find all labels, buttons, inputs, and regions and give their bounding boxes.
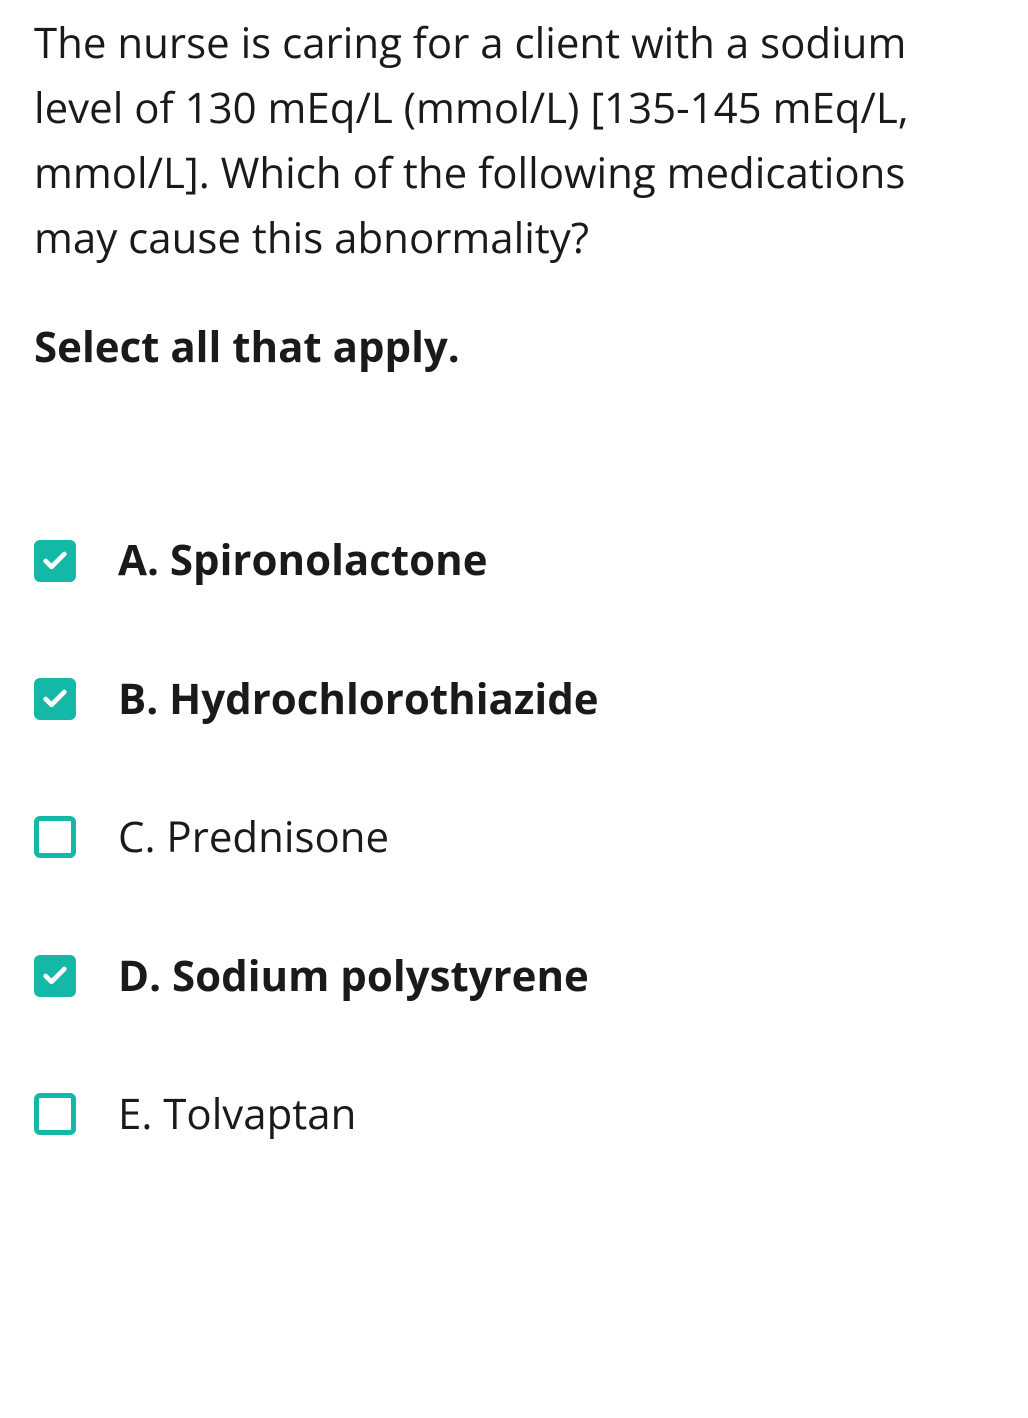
option-label-d: D. Sodium polystyrene bbox=[118, 951, 589, 1001]
option-e[interactable]: E. Tolvaptan bbox=[34, 1089, 994, 1139]
check-icon bbox=[41, 962, 69, 990]
option-a[interactable]: A. Spironolactone bbox=[34, 535, 994, 585]
question-instruction: Select all that apply. bbox=[34, 318, 994, 375]
checkbox-b[interactable] bbox=[34, 678, 76, 720]
checkbox-d[interactable] bbox=[34, 955, 76, 997]
option-label-a: A. Spironolactone bbox=[118, 535, 488, 585]
option-b[interactable]: B. Hydrochlorothiazide bbox=[34, 674, 994, 724]
question-text: The nurse is caring for a client with a … bbox=[34, 10, 994, 270]
checkbox-e[interactable] bbox=[34, 1093, 76, 1135]
check-icon bbox=[41, 685, 69, 713]
option-label-c: C. Prednisone bbox=[118, 812, 389, 862]
option-d[interactable]: D. Sodium polystyrene bbox=[34, 951, 994, 1001]
check-icon bbox=[41, 547, 69, 575]
option-c[interactable]: C. Prednisone bbox=[34, 812, 994, 862]
option-label-b: B. Hydrochlorothiazide bbox=[118, 674, 599, 724]
option-label-e: E. Tolvaptan bbox=[118, 1089, 356, 1139]
checkbox-c[interactable] bbox=[34, 816, 76, 858]
checkbox-a[interactable] bbox=[34, 540, 76, 582]
options-list: A. Spironolactone B. Hydrochlorothiazide… bbox=[34, 535, 994, 1139]
